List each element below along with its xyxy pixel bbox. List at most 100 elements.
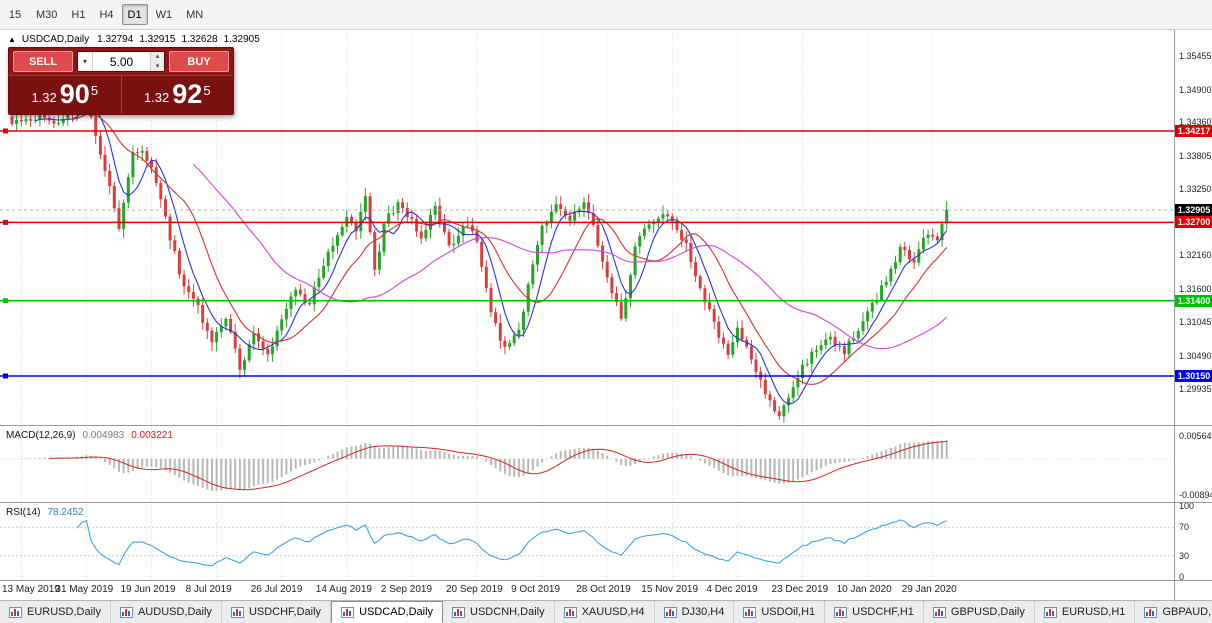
macd-axis-label: 0.005646 xyxy=(1179,431,1212,441)
chart-tab-label: USDOil,H1 xyxy=(761,606,816,618)
chart-tab-dj30-h4[interactable]: DJ30,H4 xyxy=(654,601,735,623)
chart-tab-usdoil-h1[interactable]: USDOil,H1 xyxy=(734,601,826,623)
chart-tab-label: AUDUSD,Daily xyxy=(137,606,212,618)
buy-price-display[interactable]: 1.32 92 5 xyxy=(122,76,234,114)
time-axis-label: 19 Jun 2019 xyxy=(120,584,176,595)
price-line-badge: 1.31400 xyxy=(1175,294,1212,307)
time-axis-label: 8 Jul 2019 xyxy=(185,584,232,595)
ohlc-high-value: 1.32915 xyxy=(139,34,176,45)
chart-tab-label: USDCHF,Daily xyxy=(248,606,322,618)
chart-thumbnail-icon xyxy=(563,606,577,618)
macd-main-value: 0.004983 xyxy=(82,430,125,441)
time-axis-label: 14 Aug 2019 xyxy=(315,584,372,595)
sell-price-display[interactable]: 1.32 90 5 xyxy=(9,76,121,114)
timeframe-button-h4[interactable]: H4 xyxy=(99,9,114,21)
chart-tab-label: USDCAD,Daily xyxy=(359,606,434,618)
sell-pipette: 5 xyxy=(90,83,99,98)
chart-thumbnail-icon xyxy=(663,606,677,618)
chart-tab-label: DJ30,H4 xyxy=(681,606,725,618)
rsi-name: RSI(14) xyxy=(6,507,41,518)
chart-ohlc-header: ▲ USDCAD,Daily 1.32794 1.32915 1.32628 1… xyxy=(8,34,260,45)
chart-thumbnail-icon xyxy=(452,606,466,618)
buy-pipette: 5 xyxy=(203,83,211,98)
chart-tab-eurusd-daily[interactable]: EURUSD,Daily xyxy=(0,601,111,623)
panel-separator[interactable] xyxy=(0,425,1212,426)
time-axis-label: 4 Dec 2019 xyxy=(706,584,758,595)
buy-big-figure: 1.32 xyxy=(143,90,170,105)
price-axis-label: 1.32160 xyxy=(1179,249,1212,260)
macd-axis-label: -0.008944 xyxy=(1179,490,1212,500)
sell-big-figure: 1.32 xyxy=(31,90,57,105)
one-click-collapse-icon[interactable]: ▲ xyxy=(8,35,16,44)
price-axis-label: 1.30490 xyxy=(1179,350,1212,361)
chart-thumbnail-icon xyxy=(743,606,757,618)
chart-tab-usdchf-h1[interactable]: USDCHF,H1 xyxy=(825,601,924,623)
timeframe-button-h1[interactable]: H1 xyxy=(71,9,86,21)
chart-tab-usdcnh-daily[interactable]: USDCNH,Daily xyxy=(443,601,555,623)
chart-thumbnail-icon xyxy=(9,606,22,618)
time-axis-label: 2 Sep 2019 xyxy=(380,584,433,595)
timeframe-button-w1[interactable]: W1 xyxy=(155,9,173,21)
chart-thumbnail-icon xyxy=(230,606,244,618)
volume-input[interactable] xyxy=(93,52,150,71)
trade-controls-row: SELL ▾ ▴▾ BUY xyxy=(9,48,233,75)
chart-window: ▲ USDCAD,Daily 1.32794 1.32915 1.32628 1… xyxy=(0,30,1212,600)
chart-tab-gbpusd-daily[interactable]: GBPUSD,Daily xyxy=(923,601,1035,623)
chart-tab-label: GBPUSD,Daily xyxy=(950,606,1025,618)
chart-tab-label: USDCNH,Daily xyxy=(470,606,545,618)
time-axis-label: 9 Oct 2019 xyxy=(511,584,561,595)
chart-thumbnail-icon xyxy=(341,606,355,618)
price-axis-label: 1.33250 xyxy=(1179,184,1212,195)
time-axis-label: 10 Jan 2020 xyxy=(836,584,892,595)
chart-tab-label: EURUSD,Daily xyxy=(27,606,101,618)
chart-tab-label: USDCHF,H1 xyxy=(852,606,914,618)
timeframe-button-d1[interactable]: D1 xyxy=(121,4,148,25)
price-axis-label: 1.29935 xyxy=(1179,383,1212,394)
volume-down-button[interactable]: ▾ xyxy=(151,62,164,71)
chart-tab-audusd-daily[interactable]: AUDUSD,Daily xyxy=(110,601,222,623)
volume-spinner: ▴ ▾ xyxy=(150,52,164,71)
timeframe-button-15[interactable]: 15 xyxy=(8,9,22,21)
volume-dropdown-button[interactable]: ▾ xyxy=(78,52,93,71)
chart-symbol-label: USDCAD,Daily xyxy=(21,34,90,45)
time-axis-label: 28 Oct 2019 xyxy=(576,584,631,595)
price-axis-label: 1.33805 xyxy=(1179,150,1212,161)
chart-thumbnail-icon xyxy=(1144,606,1158,618)
ohlc-open-value: 1.32794 xyxy=(97,34,134,45)
chart-tab-bar: EURUSD,Daily AUDUSD,Daily USDCHF,Daily USDC… xyxy=(0,600,1212,623)
time-axis-label: 15 Nov 2019 xyxy=(641,584,699,595)
price-axis-label: 1.31045 xyxy=(1179,317,1212,328)
panel-separator[interactable] xyxy=(0,502,1212,503)
chart-tab-gbpaud-h1[interactable]: GBPAUD,H1 xyxy=(1135,601,1212,623)
chart-tab-eurusd-h1[interactable]: EURUSD,H1 xyxy=(1034,601,1136,623)
chart-thumbnail-icon xyxy=(119,606,133,618)
rsi-axis-label: 0 xyxy=(1179,572,1185,582)
ohlc-low-value: 1.32628 xyxy=(181,34,218,45)
timeframe-toolbar: 15 M30 H1 H4 D1 W1 MN xyxy=(0,0,1212,30)
volume-up-button[interactable]: ▴ xyxy=(151,52,164,62)
price-divider xyxy=(120,76,122,114)
timeframe-button-m30[interactable]: M30 xyxy=(36,9,58,21)
time-axis-separator xyxy=(0,580,1212,581)
price-axis[interactable]: 1.35455 1.34900 1.34360 1.33805 1.33250 1.321… xyxy=(1174,30,1212,600)
time-axis[interactable]: 13 May 2019 31 May 2019 19 Jun 2019 8 Jul 2… xyxy=(0,582,1174,599)
time-axis-label: 13 May 2019 xyxy=(2,584,60,595)
ohlc-close-value: 1.32905 xyxy=(223,34,260,45)
chart-tab-usdcad-daily[interactable]: USDCAD,Daily xyxy=(331,601,444,623)
price-axis-label: 1.35455 xyxy=(1179,51,1212,62)
chart-canvas[interactable] xyxy=(0,30,1174,600)
current-price-badge: 1.32905 xyxy=(1175,204,1212,217)
sell-button[interactable]: SELL xyxy=(13,51,73,72)
buy-button[interactable]: BUY xyxy=(169,51,229,72)
chart-tab-usdchf-daily[interactable]: USDCHF,Daily xyxy=(221,601,332,623)
sell-pips: 90 xyxy=(59,79,90,109)
rsi-axis-label: 100 xyxy=(1179,501,1195,511)
timeframe-button-mn[interactable]: MN xyxy=(186,9,204,21)
chart-tab-label: XAUUSD,H4 xyxy=(581,606,645,618)
price-line-badge: 1.34217 xyxy=(1175,125,1212,137)
chart-tab-xauusd-h4[interactable]: XAUUSD,H4 xyxy=(554,601,655,623)
price-axis-label: 1.34360 xyxy=(1179,117,1212,128)
macd-name: MACD(12,26,9) xyxy=(6,430,76,441)
